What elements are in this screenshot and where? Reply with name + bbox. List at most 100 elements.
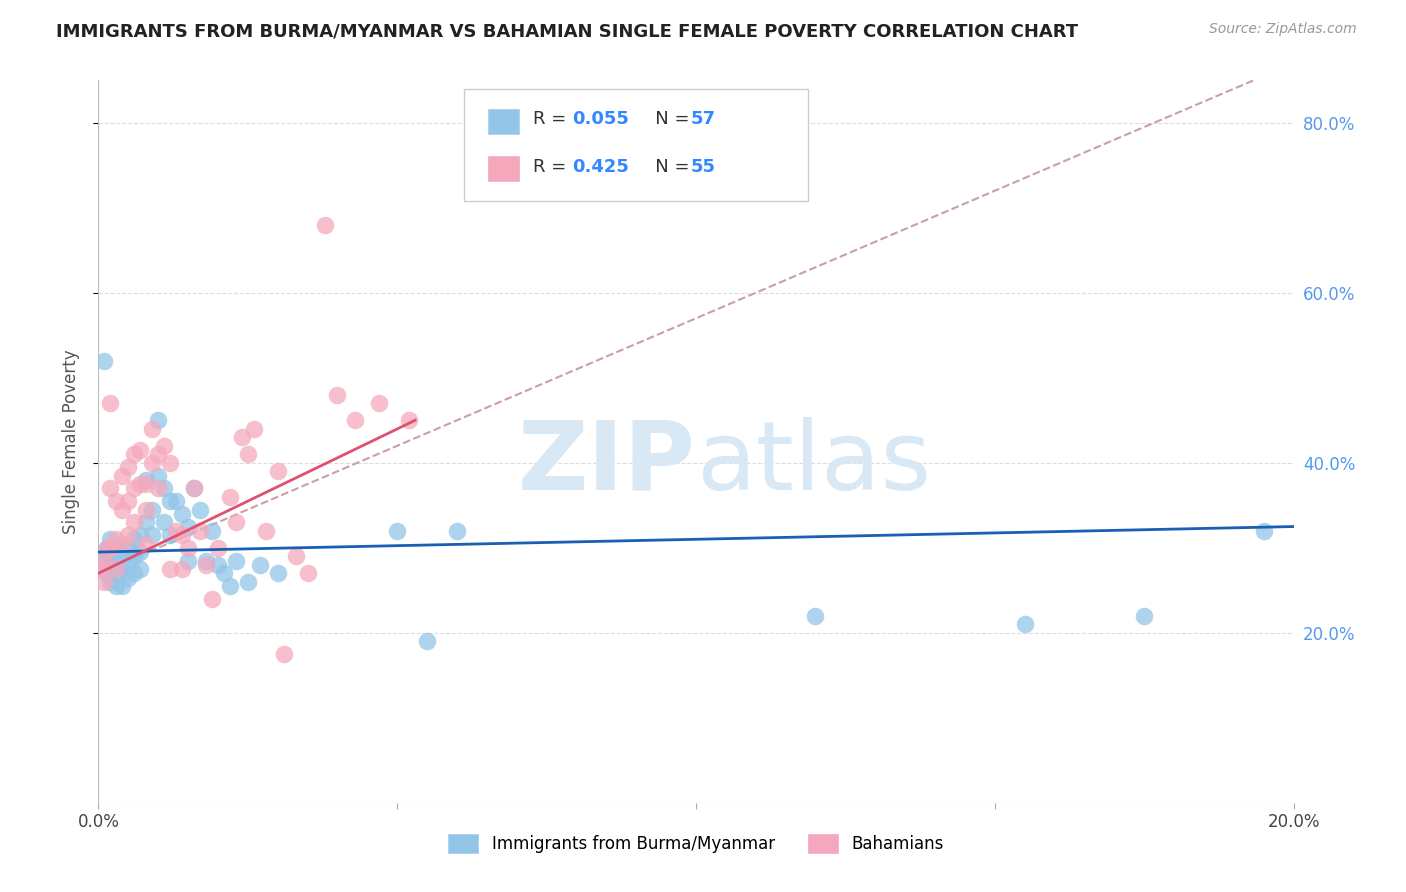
Point <box>165 524 187 538</box>
Text: R =: R = <box>533 158 572 176</box>
Text: N =: N = <box>638 158 696 176</box>
Point <box>326 388 349 402</box>
Point <box>177 519 200 533</box>
Point <box>201 524 224 538</box>
Point <box>159 456 181 470</box>
Point <box>117 528 139 542</box>
Point <box>98 553 122 567</box>
Point <box>129 477 152 491</box>
Point <box>141 456 163 470</box>
Point <box>141 502 163 516</box>
Point <box>117 541 139 555</box>
Point <box>398 413 420 427</box>
Point <box>117 570 139 584</box>
Point <box>212 566 235 581</box>
Point <box>135 473 157 487</box>
Point <box>183 481 205 495</box>
Point <box>105 541 128 555</box>
Point <box>93 353 115 368</box>
Point <box>236 574 259 589</box>
Point <box>141 422 163 436</box>
Text: Source: ZipAtlas.com: Source: ZipAtlas.com <box>1209 22 1357 37</box>
Point <box>135 477 157 491</box>
Point <box>297 566 319 581</box>
Point <box>148 481 170 495</box>
Point <box>159 562 181 576</box>
Point <box>111 545 134 559</box>
Point <box>124 549 146 564</box>
Point <box>124 566 146 581</box>
Point <box>96 541 118 555</box>
Point <box>344 413 367 427</box>
Point <box>172 528 194 542</box>
Point <box>124 533 146 547</box>
Text: 57: 57 <box>690 110 716 128</box>
Point <box>98 396 122 410</box>
Point <box>108 566 131 581</box>
Point <box>105 579 128 593</box>
Point <box>284 549 307 564</box>
Point <box>188 502 211 516</box>
Point <box>195 558 218 572</box>
Point <box>98 574 122 589</box>
Point <box>129 443 152 458</box>
Point <box>98 481 122 495</box>
Point <box>201 591 224 606</box>
Text: 55: 55 <box>690 158 716 176</box>
Point <box>93 553 115 567</box>
Point <box>183 481 205 495</box>
Point <box>105 533 128 547</box>
Point <box>231 430 253 444</box>
Point <box>172 507 194 521</box>
Point <box>177 553 200 567</box>
Point <box>98 533 122 547</box>
Point <box>385 524 409 538</box>
Point <box>273 647 295 661</box>
Point <box>1253 524 1275 538</box>
Point <box>129 545 152 559</box>
Point <box>207 558 229 572</box>
Point <box>236 447 259 461</box>
Point <box>135 502 157 516</box>
Point <box>172 562 194 576</box>
Point <box>96 566 118 581</box>
Point <box>254 524 277 538</box>
Point <box>249 558 271 572</box>
Point <box>368 396 391 410</box>
Point <box>446 524 468 538</box>
Point <box>219 579 242 593</box>
Point <box>148 468 170 483</box>
Point <box>159 528 181 542</box>
Text: atlas: atlas <box>696 417 931 509</box>
Text: R =: R = <box>533 110 572 128</box>
Point <box>267 464 290 478</box>
Point <box>90 562 112 576</box>
Point <box>1014 617 1036 632</box>
Point <box>124 516 146 530</box>
Point <box>153 516 176 530</box>
Text: 0.055: 0.055 <box>572 110 628 128</box>
Point <box>153 439 176 453</box>
Text: IMMIGRANTS FROM BURMA/MYANMAR VS BAHAMIAN SINGLE FEMALE POVERTY CORRELATION CHAR: IMMIGRANTS FROM BURMA/MYANMAR VS BAHAMIA… <box>56 22 1078 40</box>
Point <box>243 422 266 436</box>
Point <box>124 447 146 461</box>
Point <box>111 536 134 550</box>
Point <box>111 468 134 483</box>
Point <box>148 413 170 427</box>
Point <box>135 536 157 550</box>
Point <box>141 528 163 542</box>
Point <box>135 516 157 530</box>
Point <box>188 524 211 538</box>
Point <box>105 562 128 576</box>
Point <box>315 218 337 232</box>
Point <box>195 553 218 567</box>
Point <box>105 562 128 576</box>
Point <box>124 481 146 495</box>
Point <box>804 608 827 623</box>
Point <box>153 481 176 495</box>
Point <box>219 490 242 504</box>
Point <box>111 502 134 516</box>
Point <box>165 494 187 508</box>
Point <box>117 460 139 475</box>
Point <box>129 562 152 576</box>
